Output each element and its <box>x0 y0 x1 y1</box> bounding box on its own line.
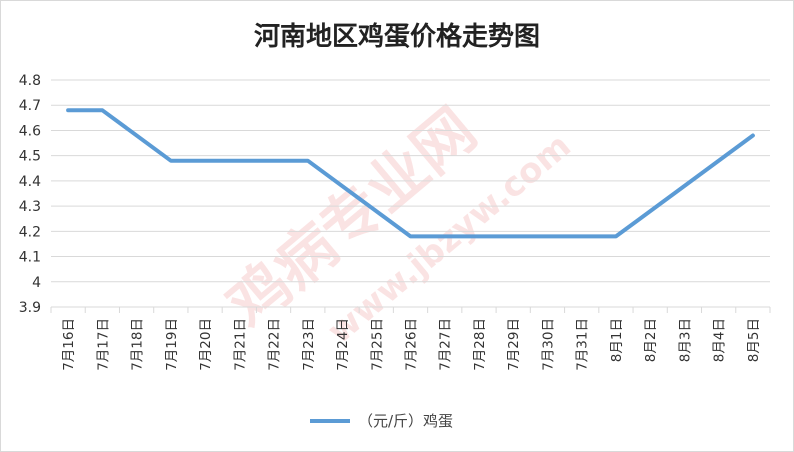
x-tick-label: 7月25日 <box>369 318 385 371</box>
y-tick-label: 4.6 <box>19 123 41 139</box>
x-tick-label: 7月26日 <box>404 318 420 371</box>
y-tick-label: 4.3 <box>19 199 41 215</box>
x-tick-label: 7月24日 <box>335 318 351 371</box>
x-tick-label: 8月5日 <box>746 318 762 362</box>
x-tick-label: 8月3日 <box>677 318 693 362</box>
y-tick-label: 4.8 <box>19 73 41 89</box>
x-tick-label: 8月4日 <box>712 318 728 362</box>
x-tick-label: 7月20日 <box>198 318 214 371</box>
x-axis-ticks: 7月16日 7月17日 7月18日 7月19日 7月20日 7月21日 7月22日 7月23日… <box>61 318 762 371</box>
y-tick-label: 4.2 <box>19 224 41 240</box>
series-layer <box>66 108 755 239</box>
x-tick-label: 7月27日 <box>438 318 454 371</box>
x-tick-label: 7月21日 <box>232 318 248 371</box>
x-tick-label: 7月22日 <box>267 318 283 371</box>
x-tick-label: 7月28日 <box>472 318 488 371</box>
legend: （元/斤）鸡蛋 <box>310 412 453 430</box>
legend-label: （元/斤）鸡蛋 <box>358 412 453 430</box>
y-tick-label: 4.5 <box>19 149 41 165</box>
x-tick-label: 7月16日 <box>61 318 77 371</box>
x-tick-label: 7月19日 <box>164 318 180 371</box>
x-tick-label: 8月2日 <box>643 318 659 362</box>
y-tick-label: 4.4 <box>19 174 41 190</box>
x-tick-label: 7月29日 <box>506 318 522 371</box>
y-tick-label: 4.1 <box>19 250 41 266</box>
x-tick-label: 7月30日 <box>540 318 556 371</box>
y-tick-label: 3.9 <box>19 300 41 316</box>
chart-title: 河南地区鸡蛋价格走势图 <box>254 21 540 52</box>
y-tick-label: 4 <box>32 275 41 291</box>
gridlines <box>50 79 771 313</box>
x-tick-label: 7月23日 <box>301 318 317 371</box>
x-tick-label: 7月17日 <box>95 318 111 371</box>
series-line <box>66 108 755 239</box>
x-tick-label: 7月31日 <box>575 318 591 371</box>
x-tick-label: 8月1日 <box>609 318 625 362</box>
y-axis-ticks: 3.9 4 4.1 4.2 4.3 4.4 4.5 4.6 4.7 4.8 <box>19 73 41 316</box>
y-tick-label: 4.7 <box>19 98 41 114</box>
x-tick-label: 7月18日 <box>130 318 146 371</box>
